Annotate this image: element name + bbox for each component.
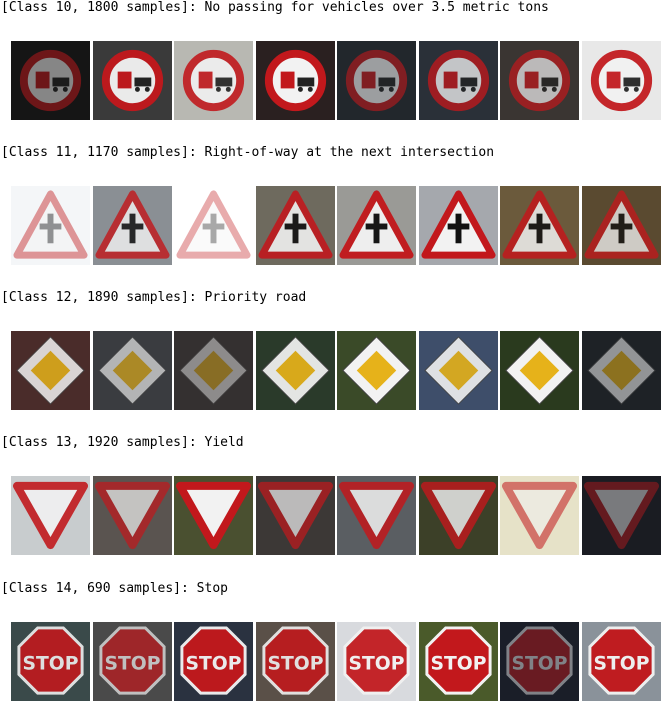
no-passing-trucks-sign-image: [582, 41, 661, 120]
no-passing-trucks-sign-image: [419, 41, 498, 120]
right-of-way-sign-image: [93, 186, 172, 265]
stop-sign-image: STOP: [174, 622, 253, 701]
stop-sign-image: STOP: [256, 622, 335, 701]
no-passing-trucks-sign-image: [256, 41, 335, 120]
sample-thumbnail: [337, 476, 416, 555]
priority-road-sign-image: [256, 331, 335, 410]
priority-road-sign-image: [500, 331, 579, 410]
sample-row: [11, 476, 661, 555]
svg-text:STOP: STOP: [431, 653, 487, 674]
sample-thumbnail: [337, 41, 416, 120]
right-of-way-sign-image: [174, 186, 253, 265]
sample-thumbnail: [500, 41, 579, 120]
sample-thumbnail: [500, 331, 579, 410]
class-heading: [Class 10, 1800 samples]: No passing for…: [1, 0, 549, 15]
stop-sign-image: STOP: [93, 622, 172, 701]
sample-thumbnail: STOP: [93, 622, 172, 701]
sample-thumbnail: [11, 331, 90, 410]
sample-row: [11, 41, 661, 120]
sample-thumbnail: [11, 476, 90, 555]
class-heading: [Class 13, 1920 samples]: Yield: [1, 435, 244, 450]
sample-thumbnail: [500, 476, 579, 555]
no-passing-trucks-sign-image: [500, 41, 579, 120]
sample-thumbnail: [582, 476, 661, 555]
class-heading: [Class 12, 1890 samples]: Priority road: [1, 290, 307, 305]
yield-sign-image: [419, 476, 498, 555]
no-passing-trucks-sign-image: [174, 41, 253, 120]
sample-thumbnail: [337, 331, 416, 410]
svg-text:STOP: STOP: [23, 653, 79, 674]
sample-row: STOP STOP STOP STOP STOP STOP STOP STOP: [11, 622, 661, 701]
sample-thumbnail: STOP: [582, 622, 661, 701]
stop-sign-image: STOP: [419, 622, 498, 701]
yield-sign-image: [174, 476, 253, 555]
sample-thumbnail: STOP: [500, 622, 579, 701]
priority-road-sign-image: [174, 331, 253, 410]
sample-thumbnail: [337, 186, 416, 265]
sample-row: [11, 186, 661, 265]
sample-thumbnail: [174, 476, 253, 555]
yield-sign-image: [93, 476, 172, 555]
right-of-way-sign-image: [11, 186, 90, 265]
sample-thumbnail: [174, 41, 253, 120]
right-of-way-sign-image: [337, 186, 416, 265]
sample-thumbnail: [256, 476, 335, 555]
sample-thumbnail: [256, 331, 335, 410]
sample-thumbnail: STOP: [337, 622, 416, 701]
stop-sign-image: STOP: [337, 622, 416, 701]
svg-text:STOP: STOP: [594, 653, 650, 674]
sample-thumbnail: STOP: [419, 622, 498, 701]
right-of-way-sign-image: [582, 186, 661, 265]
sample-thumbnail: [582, 41, 661, 120]
yield-sign-image: [337, 476, 416, 555]
sample-thumbnail: [419, 476, 498, 555]
priority-road-sign-image: [11, 331, 90, 410]
sample-thumbnail: [174, 186, 253, 265]
yield-sign-image: [500, 476, 579, 555]
sample-thumbnail: STOP: [174, 622, 253, 701]
no-passing-trucks-sign-image: [11, 41, 90, 120]
svg-text:STOP: STOP: [349, 653, 405, 674]
sample-thumbnail: [11, 186, 90, 265]
sample-thumbnail: [500, 186, 579, 265]
priority-road-sign-image: [419, 331, 498, 410]
stop-sign-image: STOP: [11, 622, 90, 701]
sample-thumbnail: [11, 41, 90, 120]
priority-road-sign-image: [582, 331, 661, 410]
priority-road-sign-image: [93, 331, 172, 410]
sample-thumbnail: [174, 331, 253, 410]
sample-thumbnail: [93, 186, 172, 265]
stop-sign-image: STOP: [500, 622, 579, 701]
right-of-way-sign-image: [419, 186, 498, 265]
sample-thumbnail: [582, 331, 661, 410]
stop-sign-image: STOP: [582, 622, 661, 701]
sample-thumbnail: STOP: [256, 622, 335, 701]
sample-thumbnail: [93, 41, 172, 120]
no-passing-trucks-sign-image: [337, 41, 416, 120]
class-heading: [Class 14, 690 samples]: Stop: [1, 581, 228, 596]
yield-sign-image: [256, 476, 335, 555]
right-of-way-sign-image: [500, 186, 579, 265]
yield-sign-image: [11, 476, 90, 555]
svg-text:STOP: STOP: [105, 653, 161, 674]
priority-road-sign-image: [337, 331, 416, 410]
sample-thumbnail: [93, 331, 172, 410]
no-passing-trucks-sign-image: [93, 41, 172, 120]
svg-text:STOP: STOP: [512, 653, 568, 674]
sample-thumbnail: [256, 186, 335, 265]
svg-text:STOP: STOP: [268, 653, 324, 674]
class-heading: [Class 11, 1170 samples]: Right-of-way a…: [1, 145, 495, 160]
sample-thumbnail: [419, 186, 498, 265]
yield-sign-image: [582, 476, 661, 555]
right-of-way-sign-image: [256, 186, 335, 265]
sample-thumbnail: [419, 41, 498, 120]
sample-thumbnail: [582, 186, 661, 265]
sample-row: [11, 331, 661, 410]
svg-text:STOP: STOP: [186, 653, 242, 674]
sample-thumbnail: [256, 41, 335, 120]
sample-thumbnail: STOP: [11, 622, 90, 701]
sample-thumbnail: [93, 476, 172, 555]
sample-thumbnail: [419, 331, 498, 410]
